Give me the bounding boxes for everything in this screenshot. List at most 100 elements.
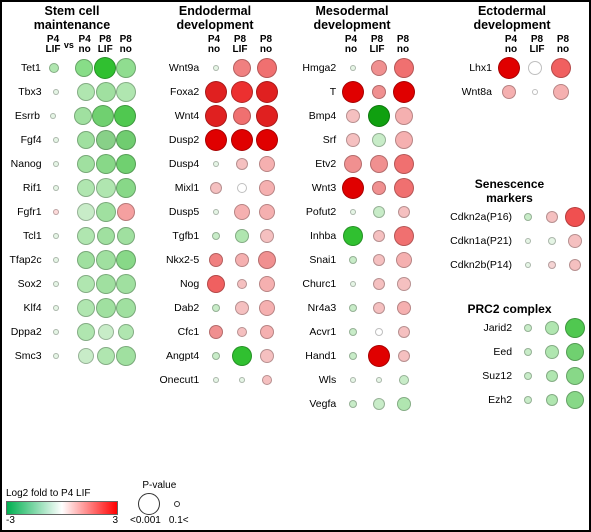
- figure-container: Stem cellmaintenanceP4LIFvsP4noP8LIFP8no…: [0, 0, 591, 532]
- legend-circle-small: [174, 501, 180, 507]
- gene-label: T: [287, 86, 340, 98]
- data-circle: [373, 398, 385, 410]
- gene-row: Cdkn2a(P16): [432, 205, 587, 229]
- data-circle: [349, 352, 357, 360]
- data-circle: [393, 81, 415, 103]
- col-head: P8no: [390, 35, 416, 56]
- data-circle: [259, 276, 275, 292]
- gene-label: Dusp2: [150, 134, 203, 146]
- data-cell: [391, 368, 417, 392]
- gene-label: Lhx1: [442, 62, 496, 74]
- data-circle: [236, 158, 248, 170]
- data-circle: [77, 83, 95, 101]
- gene-label: Tfap2c: [8, 254, 46, 266]
- data-circle: [373, 254, 385, 266]
- gene-row: Wls: [287, 368, 417, 392]
- data-cell: [114, 104, 136, 128]
- data-cell: [516, 253, 540, 277]
- data-cell: [366, 176, 392, 200]
- data-cell: [46, 272, 66, 296]
- data-circle: [398, 350, 410, 362]
- data-cell: [391, 248, 417, 272]
- data-cell: [254, 80, 280, 104]
- data-cell: [340, 368, 366, 392]
- data-circle: [232, 346, 252, 366]
- data-circle: [548, 237, 556, 245]
- col-head: P8LIF: [95, 35, 116, 56]
- gene-row: Pofut2: [287, 200, 417, 224]
- data-cell: [391, 392, 417, 416]
- data-circle: [260, 325, 274, 339]
- gene-row: Angpt4: [150, 344, 280, 368]
- data-cell: [340, 392, 366, 416]
- data-cell: [254, 224, 280, 248]
- gene-label: Hmga2: [287, 62, 340, 74]
- data-circle: [565, 318, 585, 338]
- data-cell: [76, 80, 96, 104]
- data-cell: [96, 128, 116, 152]
- data-cell: [76, 296, 96, 320]
- data-circle: [548, 261, 556, 269]
- data-circle: [370, 155, 388, 173]
- gene-label: Cdkn1a(P21): [432, 235, 516, 247]
- gene-label: Srf: [287, 134, 340, 146]
- gene-label: Dusp5: [150, 206, 203, 218]
- data-cell: [563, 229, 587, 253]
- data-circle: [546, 370, 558, 382]
- data-circle: [372, 181, 386, 195]
- data-cell: [116, 344, 136, 368]
- data-cell: [340, 128, 366, 152]
- data-circle: [53, 209, 59, 215]
- data-cell: [366, 80, 392, 104]
- data-circle: [368, 345, 390, 367]
- data-cell: [203, 152, 229, 176]
- data-cell: [516, 364, 540, 388]
- data-circle: [77, 179, 95, 197]
- data-circle: [98, 324, 114, 340]
- data-cell: [254, 296, 280, 320]
- data-cell: [540, 364, 564, 388]
- col-head: P8no: [115, 35, 136, 56]
- gene-label: Wnt3: [287, 182, 340, 194]
- data-circle: [77, 299, 95, 317]
- data-cell: [229, 128, 255, 152]
- data-circle: [524, 372, 532, 380]
- gene-row: Nkx2-5: [150, 248, 280, 272]
- data-circle: [259, 204, 275, 220]
- data-circle: [397, 301, 411, 315]
- data-circle: [258, 251, 276, 269]
- data-circle: [396, 252, 412, 268]
- data-cell: [46, 80, 66, 104]
- data-circle: [96, 154, 116, 174]
- data-circle: [212, 352, 220, 360]
- panel-meso: MesodermaldevelopmentP4noP8LIFP8noHmga2T…: [287, 4, 417, 416]
- data-circle: [116, 58, 136, 78]
- data-cell: [116, 56, 136, 80]
- gene-row: Dppa2: [8, 320, 136, 344]
- data-cell: [116, 272, 136, 296]
- data-cell: [391, 176, 417, 200]
- gene-row: Acvr1: [287, 320, 417, 344]
- gene-row: Tgfb1: [150, 224, 280, 248]
- data-circle: [524, 396, 532, 404]
- data-circle: [77, 131, 95, 149]
- gene-label: Sox2: [8, 278, 46, 290]
- data-circle: [239, 377, 245, 383]
- data-cell: [116, 248, 136, 272]
- data-cell: [563, 388, 587, 412]
- data-circle: [237, 279, 247, 289]
- legend-pvalue-label: P-value: [130, 480, 189, 491]
- data-cell: [203, 272, 229, 296]
- data-cell: [46, 152, 66, 176]
- gene-label: Dusp4: [150, 158, 203, 170]
- panel-title: Stem cellmaintenance: [8, 4, 136, 33]
- gene-row: Eed: [432, 340, 587, 364]
- gene-row: Klf4: [8, 296, 136, 320]
- data-cell: [391, 80, 417, 104]
- data-circle: [395, 107, 413, 125]
- data-circle: [524, 324, 532, 332]
- data-circle: [53, 89, 59, 95]
- data-circle: [77, 275, 95, 293]
- data-cell: [366, 272, 392, 296]
- data-circle: [376, 377, 382, 383]
